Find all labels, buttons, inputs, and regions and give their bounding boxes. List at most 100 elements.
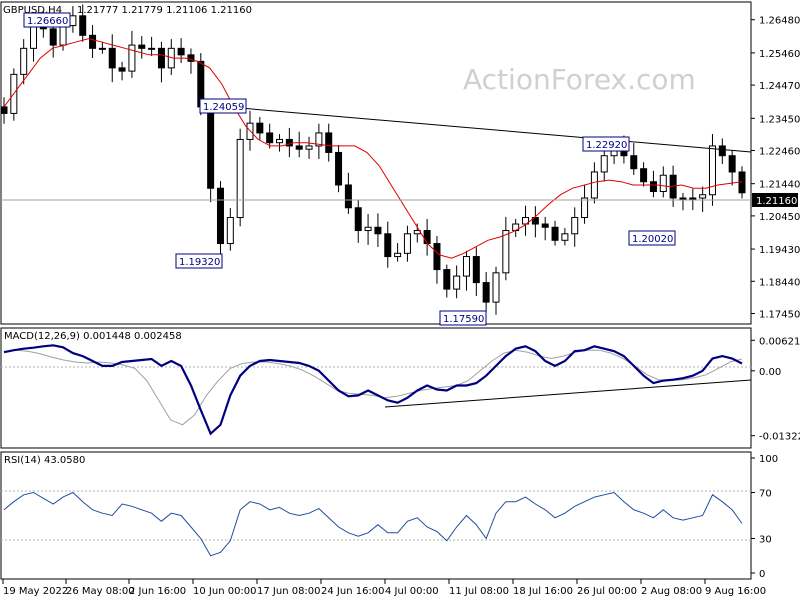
candle-body	[590, 171, 598, 199]
macd-y-tick-label: 0.006217	[759, 336, 800, 347]
price-y-tick-label: 1.24470	[759, 81, 800, 92]
candle-body	[187, 54, 195, 62]
candle-body	[344, 184, 352, 209]
current-price-label: 1.21160	[756, 196, 797, 207]
candle-body	[236, 138, 244, 219]
x-tick-label: 24 Jun 16:00	[321, 586, 385, 597]
candle-body	[305, 145, 313, 150]
candle-body	[531, 217, 539, 225]
rsi-y-tick-label: 100	[759, 454, 778, 465]
svg-text:1.24059: 1.24059	[203, 102, 244, 113]
macd-main-line	[3, 344, 743, 436]
candle-body	[49, 28, 57, 46]
x-tick-label: 2 Jun 16:00	[129, 586, 186, 597]
price-y-tick-label: 1.17450	[759, 309, 800, 320]
price-y-tick-label: 1.19430	[759, 245, 800, 256]
candle-body	[443, 269, 451, 290]
candle-body	[108, 47, 116, 69]
x-tick-label: 26 Jul 00:00	[577, 586, 637, 597]
candle-body	[384, 233, 392, 258]
candle-body	[403, 233, 411, 254]
svg-text:1.26660: 1.26660	[27, 16, 68, 27]
annotation-1-26660: 1.26660	[23, 12, 71, 28]
rsi-panel-frame	[0, 451, 752, 580]
annotation-1-20020: 1.20020	[628, 230, 676, 246]
resistance-trendline	[204, 104, 752, 153]
header-symbol-text: GBPUSD,H4	[3, 5, 62, 16]
x-tick-label: 4 Jul 00:00	[385, 586, 439, 597]
price-panel-frame	[0, 1, 752, 325]
rsi-y-tick-label: 0	[759, 569, 765, 580]
macd-signal-line	[3, 349, 743, 426]
candle-body	[433, 243, 441, 271]
candle-body	[285, 138, 293, 147]
candle-body	[541, 223, 549, 228]
candle-body	[482, 282, 490, 303]
price-y-tick-label: 1.20450	[759, 212, 800, 223]
header-symbol: GBPUSD,H4	[3, 5, 62, 16]
candle-body	[59, 25, 67, 46]
price-panel: ActionForex.com 1.26480 1.25460 1.24470 1.2…	[0, 1, 800, 326]
x-tick-label: 10 Jun 00:00	[193, 586, 257, 597]
x-tick-label: 2 Aug 08:00	[641, 586, 702, 597]
candle-body	[148, 47, 156, 50]
candle-body	[335, 151, 343, 186]
candle-body	[708, 145, 716, 196]
price-y-tick-label: 1.26480	[759, 16, 800, 27]
candle-body	[226, 217, 234, 245]
candle-body	[256, 122, 264, 134]
candle-body	[128, 44, 136, 72]
rsi-label: RSI(14) 43.0580	[4, 455, 85, 466]
annotation-1-22920: 1.22920	[582, 136, 630, 152]
candle-body	[138, 44, 146, 49]
header-ohlc: 1.21777 1.21779 1.21106 1.21160	[77, 5, 252, 16]
candle-body	[216, 187, 224, 245]
candle-body	[157, 47, 165, 69]
candle-body	[462, 256, 470, 277]
price-y-tick-label: 1.23450	[759, 114, 800, 125]
candle-body	[502, 230, 510, 274]
macd-y-axis: 0.006217 0.00 -0.01322	[751, 336, 800, 443]
rsi-line	[3, 491, 743, 557]
candle-body	[295, 145, 303, 150]
price-y-tick-label: 1.25460	[759, 49, 800, 60]
x-tick-label: 26 May 08:00	[66, 586, 135, 597]
candle-body	[354, 207, 362, 232]
candle-body	[266, 132, 274, 144]
x-tick-label: 17 Jun 08:00	[257, 586, 321, 597]
candle-body	[118, 67, 126, 72]
candle-body	[600, 155, 608, 173]
rsi-line-path	[3, 491, 743, 557]
macd-lines	[3, 344, 743, 436]
candle-body	[551, 226, 559, 241]
annotation-1-17590: 1.17590	[439, 310, 487, 326]
watermark: ActionForex.com	[463, 63, 696, 96]
candle-body	[423, 230, 431, 245]
candle-body	[20, 47, 28, 75]
macd-y-tick-label: -0.01322	[759, 432, 800, 443]
candle-body	[89, 34, 97, 49]
macd-panel-frame	[0, 327, 752, 449]
price-y-tick-label: 1.22460	[759, 146, 800, 157]
rsi-y-tick-label: 70	[759, 489, 772, 500]
candle-body	[561, 233, 569, 241]
candle-body	[98, 47, 106, 50]
svg-text:1.19320: 1.19320	[179, 257, 220, 268]
price-y-tick-label: 1.21440	[759, 180, 800, 191]
candle-body	[276, 138, 284, 144]
candle-body	[325, 132, 333, 153]
candle-body	[394, 252, 402, 258]
macd-y-tick-label: 0.00	[759, 367, 781, 378]
candle-body	[699, 194, 707, 199]
x-tick-label: 9 Aug 16:00	[705, 586, 766, 597]
rsi-y-tick-label: 30	[759, 535, 772, 546]
candle-body	[659, 174, 667, 192]
rsi-panel: 100 70 30 0 RSI(14) 43.0580	[0, 451, 778, 580]
candle-body	[364, 226, 372, 232]
svg-text:1.22920: 1.22920	[586, 140, 627, 151]
candle-body	[492, 272, 500, 303]
macd-label: MACD(12,26,9) 0.001448 0.002458	[4, 331, 182, 342]
x-tick-label: 19 May 2022	[3, 586, 68, 597]
